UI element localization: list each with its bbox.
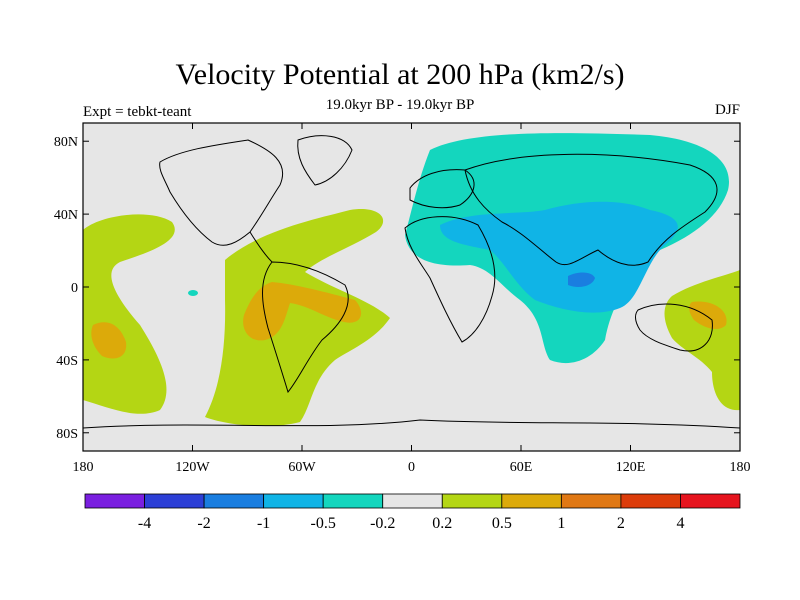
lon-tick-label: 60W [288, 460, 316, 475]
lat-tick-label: 40S [56, 354, 78, 369]
contour-negative-spot [188, 290, 198, 296]
colorbar-swatch [263, 493, 324, 509]
lat-tick-label: 80S [56, 427, 78, 442]
lon-tick-label: 0 [408, 460, 415, 475]
latitude-labels: 80N 40N 0 40S 80S [54, 135, 78, 442]
lon-tick-label: 180 [730, 460, 751, 475]
colorbar-swatch [620, 493, 681, 509]
coastline-asia [464, 153, 718, 266]
contour-negative-inner [440, 201, 678, 313]
coastline-europe [409, 169, 475, 209]
colorbar-swatch [84, 493, 145, 509]
season-label: DJF [714, 102, 740, 118]
longitude-labels: 180 120W 60W 0 60E 120E 180 [73, 460, 751, 475]
coastlines [83, 135, 740, 429]
lat-tick-label: 80N [54, 135, 78, 150]
colorbar-swatch [501, 493, 562, 509]
contour-fields [83, 133, 740, 429]
colorbar-label: -4 [138, 515, 151, 532]
contour-positive-americas [205, 209, 390, 427]
contour-moderate-pacific [91, 322, 127, 359]
lat-tick-label: 40N [54, 208, 78, 223]
coastline-africa [404, 216, 496, 343]
coastline-greenland [297, 135, 353, 186]
colorbar-swatch [322, 493, 384, 509]
lon-tick-label: 60E [510, 460, 533, 475]
chart-title: Velocity Potential at 200 hPa (km2/s) [175, 58, 625, 91]
colorbar-swatch [680, 493, 741, 509]
coastline-australia [635, 303, 713, 352]
contour-moderate-australia [689, 301, 727, 330]
colorbar-swatch [441, 493, 503, 509]
colorbar-label: -2 [197, 515, 210, 532]
lon-tick-label: 180 [73, 460, 94, 475]
lon-tick-label: 120E [616, 460, 646, 475]
colorbar-label: -0.2 [370, 515, 395, 532]
colorbar-label: 4 [676, 515, 684, 532]
contour-positive-pacific [83, 214, 175, 414]
lon-tick-label: 120W [175, 460, 210, 475]
experiment-label: Expt = tebkt-teant [83, 104, 192, 120]
coastline-south-america [262, 261, 349, 394]
contour-negative-core [568, 272, 595, 287]
contour-moderate-samerica [243, 282, 362, 341]
colorbar-label: 0.5 [492, 515, 512, 532]
coastline-central-america [249, 231, 273, 263]
colorbar-label: -0.5 [311, 515, 336, 532]
contour-positive-australia [664, 270, 740, 411]
colorbar-swatch [144, 493, 205, 509]
colorbar: -4 -2 -1 -0.5 -0.2 0.2 0.5 1 2 4 [84, 493, 741, 532]
coastline-north-america [159, 139, 284, 246]
colorbar-label: -1 [257, 515, 270, 532]
colorbar-swatch [382, 493, 443, 509]
coastline-antarctica [83, 419, 740, 429]
colorbar-label: 1 [557, 515, 565, 532]
lat-tick-label: 0 [71, 281, 78, 296]
axis-ticks [82, 123, 741, 451]
colorbar-label: 0.2 [432, 515, 452, 532]
colorbar-label: 2 [617, 515, 625, 532]
colorbar-swatch [560, 493, 622, 509]
colorbar-swatch [203, 493, 265, 509]
chart-subtitle: 19.0kyr BP - 19.0kyr BP [325, 97, 475, 113]
